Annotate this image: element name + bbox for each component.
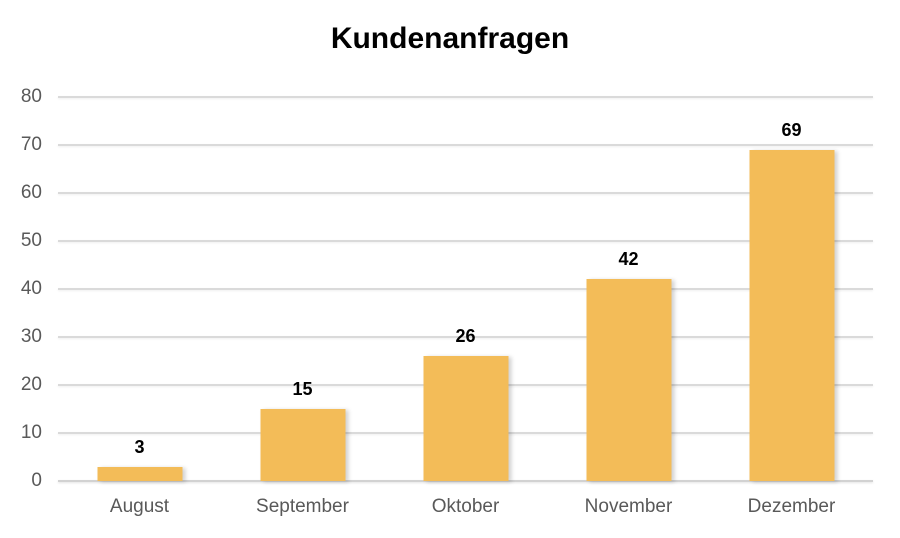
plot-area: 3 15 26 42 69 (58, 96, 873, 482)
gridline (58, 288, 873, 290)
x-tick-label-august: August (109, 496, 170, 517)
y-tick-label: 30 (20, 326, 42, 347)
bar-oktober (423, 356, 508, 481)
bar-value-label: 69 (781, 119, 802, 140)
x-tick-label-november: November (584, 496, 673, 517)
bar-dezember (749, 149, 834, 481)
bar-september (260, 409, 345, 481)
gridline (58, 336, 873, 338)
bar-value-label: 26 (455, 326, 476, 347)
bar-series: 3 15 26 42 69 (58, 97, 873, 481)
y-tick-label: 0 (31, 470, 42, 491)
bar-value-label: 3 (134, 436, 145, 457)
y-tick-label: 70 (20, 134, 42, 155)
y-tick-label: 40 (20, 278, 42, 299)
x-axis-baseline (58, 480, 873, 482)
gridline (58, 192, 873, 194)
y-tick-label: 50 (20, 230, 42, 251)
gridline (58, 96, 873, 98)
bar-slot: 15 (221, 97, 384, 481)
x-axis: August September Oktober November Dezember (58, 496, 873, 518)
y-tick-label: 20 (20, 374, 42, 395)
y-tick-label: 60 (20, 182, 42, 203)
bar-value-label: 15 (292, 379, 313, 399)
bar-november (586, 279, 671, 481)
y-tick-label: 10 (20, 422, 42, 443)
x-tick-label-september: September (256, 496, 349, 517)
x-tick-label-dezember: Dezember (747, 496, 836, 517)
bar-august (97, 466, 182, 481)
y-axis: 0 10 20 30 40 50 60 70 80 (0, 86, 42, 491)
gridline (58, 240, 873, 242)
y-tick-label: 80 (20, 86, 42, 107)
bar-slot: 69 (710, 97, 873, 481)
gridline (58, 144, 873, 146)
bar-slot: 26 (384, 97, 547, 481)
chart-title: Kundenanfragen (330, 22, 570, 55)
bar-slot: 3 (58, 97, 221, 481)
bar-slot: 42 (547, 97, 710, 481)
x-tick-label-oktober: Oktober (431, 496, 500, 517)
bar-value-label: 42 (618, 249, 639, 270)
